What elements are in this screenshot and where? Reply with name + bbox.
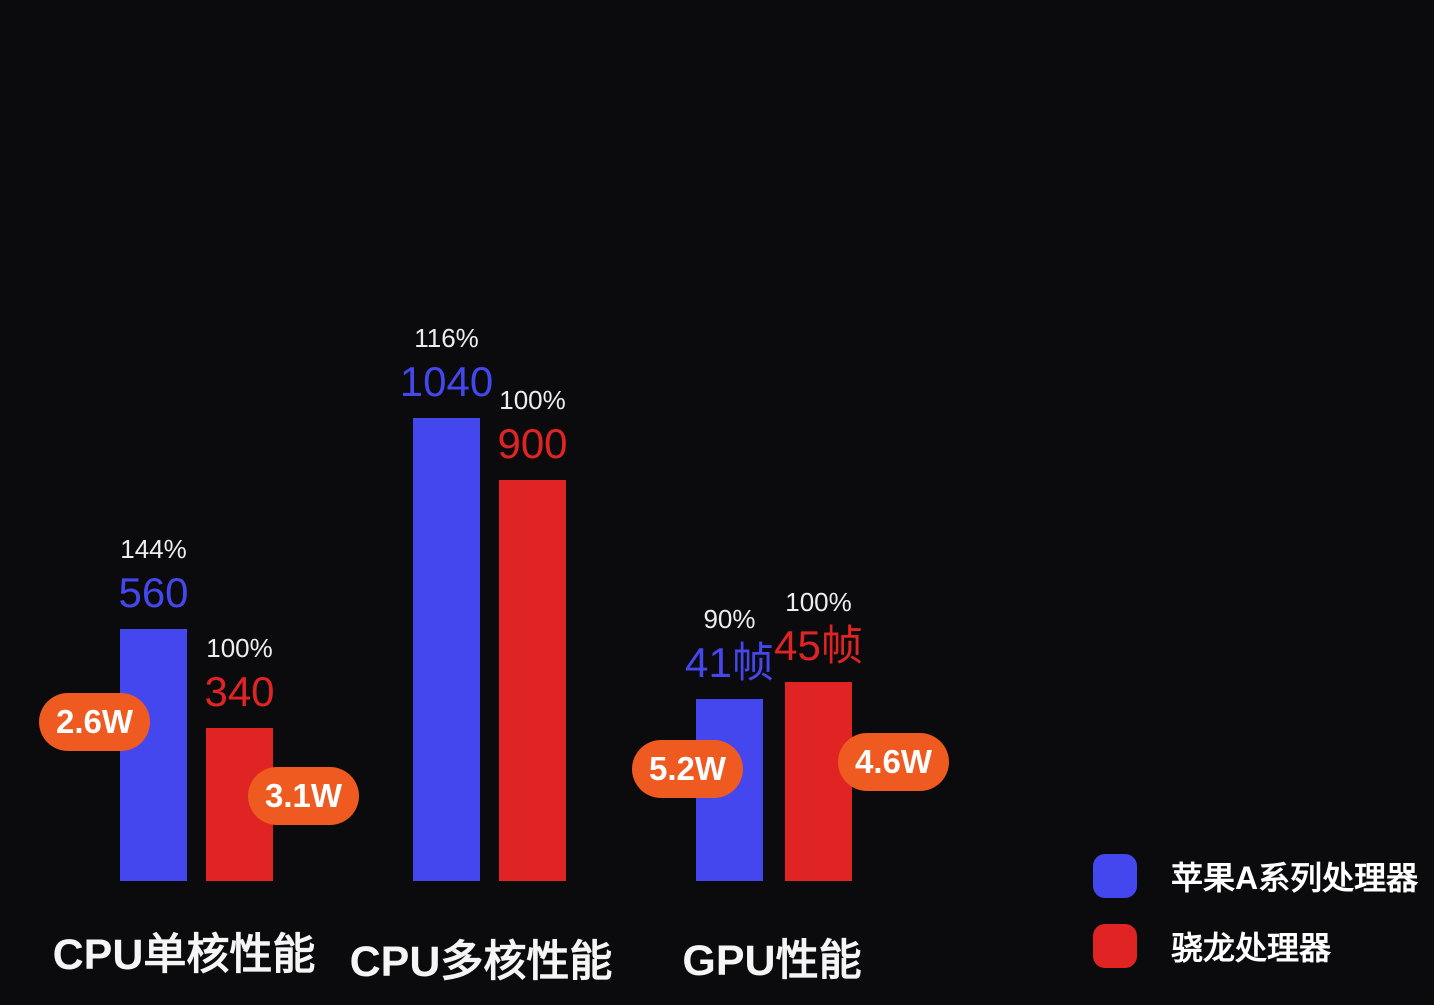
power-badge: 3.1W: [248, 767, 360, 825]
power-badge: 5.2W: [632, 740, 744, 798]
percent-label: 116%: [414, 323, 479, 354]
bar-column: 100% 340: [204, 633, 275, 881]
legend-row-snapdragon: 骁龙处理器: [1093, 923, 1331, 969]
bar-snapdragon: [785, 682, 852, 881]
value-label: 45帧: [774, 621, 863, 669]
percent-label: 100%: [785, 587, 852, 618]
legend-swatch-apple: [1093, 854, 1137, 898]
bar-column: 116% 1040: [400, 323, 493, 881]
legend-swatch-snapdragon: [1093, 924, 1137, 968]
legend-label-apple: 苹果A系列处理器: [1171, 860, 1419, 896]
value-label: 560: [118, 568, 189, 616]
bar-apple: [413, 418, 480, 881]
bar-snapdragon: [499, 480, 566, 881]
bar-apple: [120, 629, 187, 881]
percent-label: 144%: [120, 534, 187, 565]
power-badge: 4.6W: [838, 733, 950, 791]
category-label: CPU单核性能: [52, 931, 316, 979]
percent-label: 90%: [703, 604, 756, 635]
power-badge: 2.6W: [39, 693, 151, 751]
bar-column: 100% 900: [497, 385, 568, 881]
value-label: 1040: [399, 357, 494, 405]
legend-label-snapdragon: 骁龙处理器: [1171, 930, 1332, 966]
percent-label: 100%: [499, 385, 566, 416]
bar-column: 144% 560: [118, 534, 189, 881]
value-label: 41帧: [685, 638, 774, 686]
legend-row-apple: 苹果A系列处理器: [1093, 853, 1418, 899]
value-label: 340: [204, 667, 275, 715]
bar-column: 100% 45帧: [774, 587, 863, 881]
category-label: GPU性能: [682, 937, 862, 985]
percent-label: 100%: [206, 633, 273, 664]
category-label: CPU多核性能: [349, 938, 613, 986]
value-label: 900: [497, 419, 568, 467]
